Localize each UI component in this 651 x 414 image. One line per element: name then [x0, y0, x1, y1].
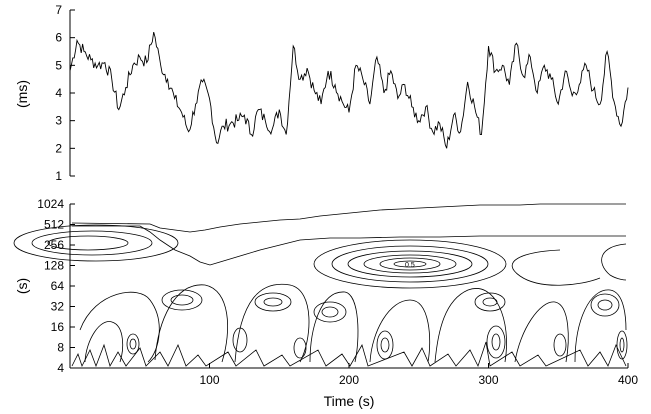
x-tick-label: 200 — [339, 373, 359, 387]
contour-left-3 — [47, 235, 129, 251]
contour-wave-3 — [234, 283, 310, 363]
contour-blob-2 — [170, 294, 194, 306]
contour-blob-8 — [597, 299, 613, 311]
contour-center-6 — [393, 260, 427, 268]
bottom-y-tick-label: 256 — [44, 238, 64, 252]
bottom-y-tick-label: 128 — [44, 259, 64, 273]
series-line — [69, 31, 629, 149]
contour-spikes — [71, 341, 627, 368]
contour-low-2 — [129, 338, 137, 350]
contour-blob-10 — [321, 306, 339, 318]
contour-wave-1 — [79, 291, 160, 363]
bottom-y-tick-label: 4 — [57, 361, 64, 375]
contour-low-4 — [380, 337, 390, 353]
contour-low-3 — [376, 330, 394, 360]
contour-low-7 — [616, 330, 628, 360]
coi-inner — [72, 225, 626, 266]
contour-left-1 — [13, 224, 179, 262]
contour-wave-2 — [154, 284, 228, 363]
contour-field — [13, 203, 628, 368]
x-tick-label: 300 — [478, 373, 498, 387]
contour-wave-9 — [84, 321, 124, 363]
contour-blob-7 — [590, 293, 620, 317]
contour-low-6 — [491, 333, 501, 351]
contour-wave-6 — [514, 301, 569, 363]
x-tick-label: 100 — [199, 373, 219, 387]
contour-low-1 — [126, 333, 140, 355]
contour-wave-5 — [434, 288, 507, 363]
top-y-tick-label: 4 — [55, 86, 62, 100]
contour-low-11 — [553, 333, 567, 357]
contour-center-1 — [313, 239, 507, 289]
bottom-y-tick-label: 1024 — [37, 197, 64, 211]
bottom-panel: (s) Time (s) 4 8 16 32 64 128 256 512 1024 100 20… — [13, 197, 638, 409]
contour-blob-5 — [474, 292, 506, 312]
contour-low-8 — [619, 337, 625, 353]
contour-center-2 — [331, 245, 489, 283]
bottom-y-tick-label: 512 — [44, 218, 64, 232]
bottom-y-axis-label: (s) — [14, 278, 30, 294]
contour-center-4 — [363, 254, 457, 274]
contour-center-3 — [347, 250, 473, 278]
top-y-tick-label: 2 — [55, 141, 62, 155]
top-y-tick-label: 6 — [55, 31, 62, 45]
contour-blob-3 — [254, 292, 292, 312]
top-y-ticks: 1 2 3 4 5 6 7 — [55, 3, 75, 183]
bottom-y-tick-label: 8 — [57, 341, 64, 355]
bottom-y-ticks: 4 8 16 32 64 128 256 512 1024 — [37, 197, 75, 375]
bottom-y-tick-label: 16 — [51, 320, 65, 334]
contour-low-5 — [486, 325, 506, 359]
bottom-x-ticks: 100 200 300 400 — [199, 363, 638, 387]
top-y-tick-label: 5 — [55, 58, 62, 72]
contour-label: 0.5 — [405, 262, 415, 269]
contour-blob-9 — [313, 301, 347, 323]
contour-wave-8 — [369, 299, 431, 363]
top-panel: (ms) 1 2 3 4 5 6 7 — [14, 3, 629, 183]
top-y-tick-label: 3 — [55, 114, 62, 128]
top-y-axis-label: (ms) — [14, 80, 30, 108]
x-tick-label: 400 — [618, 373, 638, 387]
top-y-tick-label: 1 — [55, 169, 62, 183]
contour-wave-4 — [309, 291, 359, 363]
contour-right-1 — [601, 243, 627, 281]
contour-low-9 — [232, 327, 248, 353]
contour-right-2 — [511, 249, 601, 286]
contour-left-2 — [31, 230, 153, 256]
contour-blob-1 — [161, 289, 203, 311]
contour-center-5 — [379, 257, 441, 271]
top-y-tick-label: 7 — [55, 3, 62, 17]
contour-low-10 — [293, 337, 307, 359]
x-axis-label: Time (s) — [324, 393, 375, 409]
contour-blob-4 — [263, 297, 283, 307]
bottom-y-tick-label: 64 — [51, 279, 65, 293]
bottom-y-tick-label: 32 — [51, 300, 65, 314]
coi-outer — [71, 203, 626, 233]
contour-wave-7 — [574, 289, 627, 363]
